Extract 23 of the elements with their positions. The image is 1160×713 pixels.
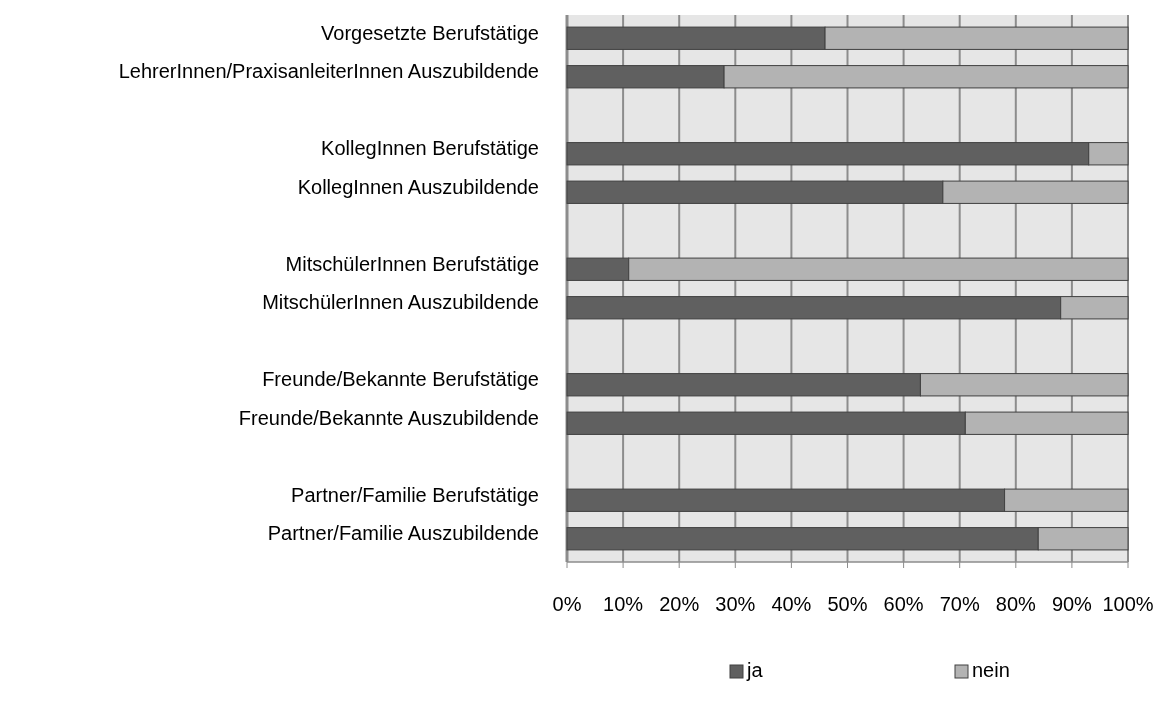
x-tick-label: 10%: [603, 593, 644, 615]
y-tick-label: MitschülerInnen Berufstätige: [285, 252, 539, 275]
legend-label: nein: [972, 659, 1010, 682]
x-tick-label: 60%: [883, 593, 924, 615]
x-tick-label: 20%: [659, 593, 700, 615]
y-tick-label: LehrerInnen/PraxisanleiterInnen Auszubildende: [118, 60, 539, 83]
x-tick-label: 40%: [771, 593, 812, 615]
x-tick-label: 80%: [995, 593, 1037, 615]
y-tick-label: Freunde/Bekannte Berufstätige: [262, 368, 539, 391]
y-tick-label: Vorgesetzte Berufstätige: [321, 21, 539, 44]
y-tick-label: KollegInnen Berufstätige: [321, 137, 539, 160]
legend-label: ja: [746, 659, 764, 682]
x-tick-label: 0%: [552, 593, 582, 615]
x-tick-label: 70%: [939, 593, 980, 615]
x-tick-label: 50%: [827, 593, 868, 615]
y-tick-label: KollegInnen Auszubildende: [297, 175, 539, 198]
x-tick-label: 100%: [1102, 593, 1154, 615]
y-tick-label: Freunde/Bekannte Auszubildende: [238, 406, 539, 429]
y-tick-label: Partner/Familie Auszubildende: [267, 522, 539, 545]
y-tick-label: Partner/Familie Berufstätige: [291, 483, 539, 506]
y-tick-label: MitschülerInnen Auszubildende: [262, 291, 539, 314]
x-tick-label: 90%: [1051, 593, 1093, 615]
x-tick-label: 30%: [715, 593, 756, 615]
